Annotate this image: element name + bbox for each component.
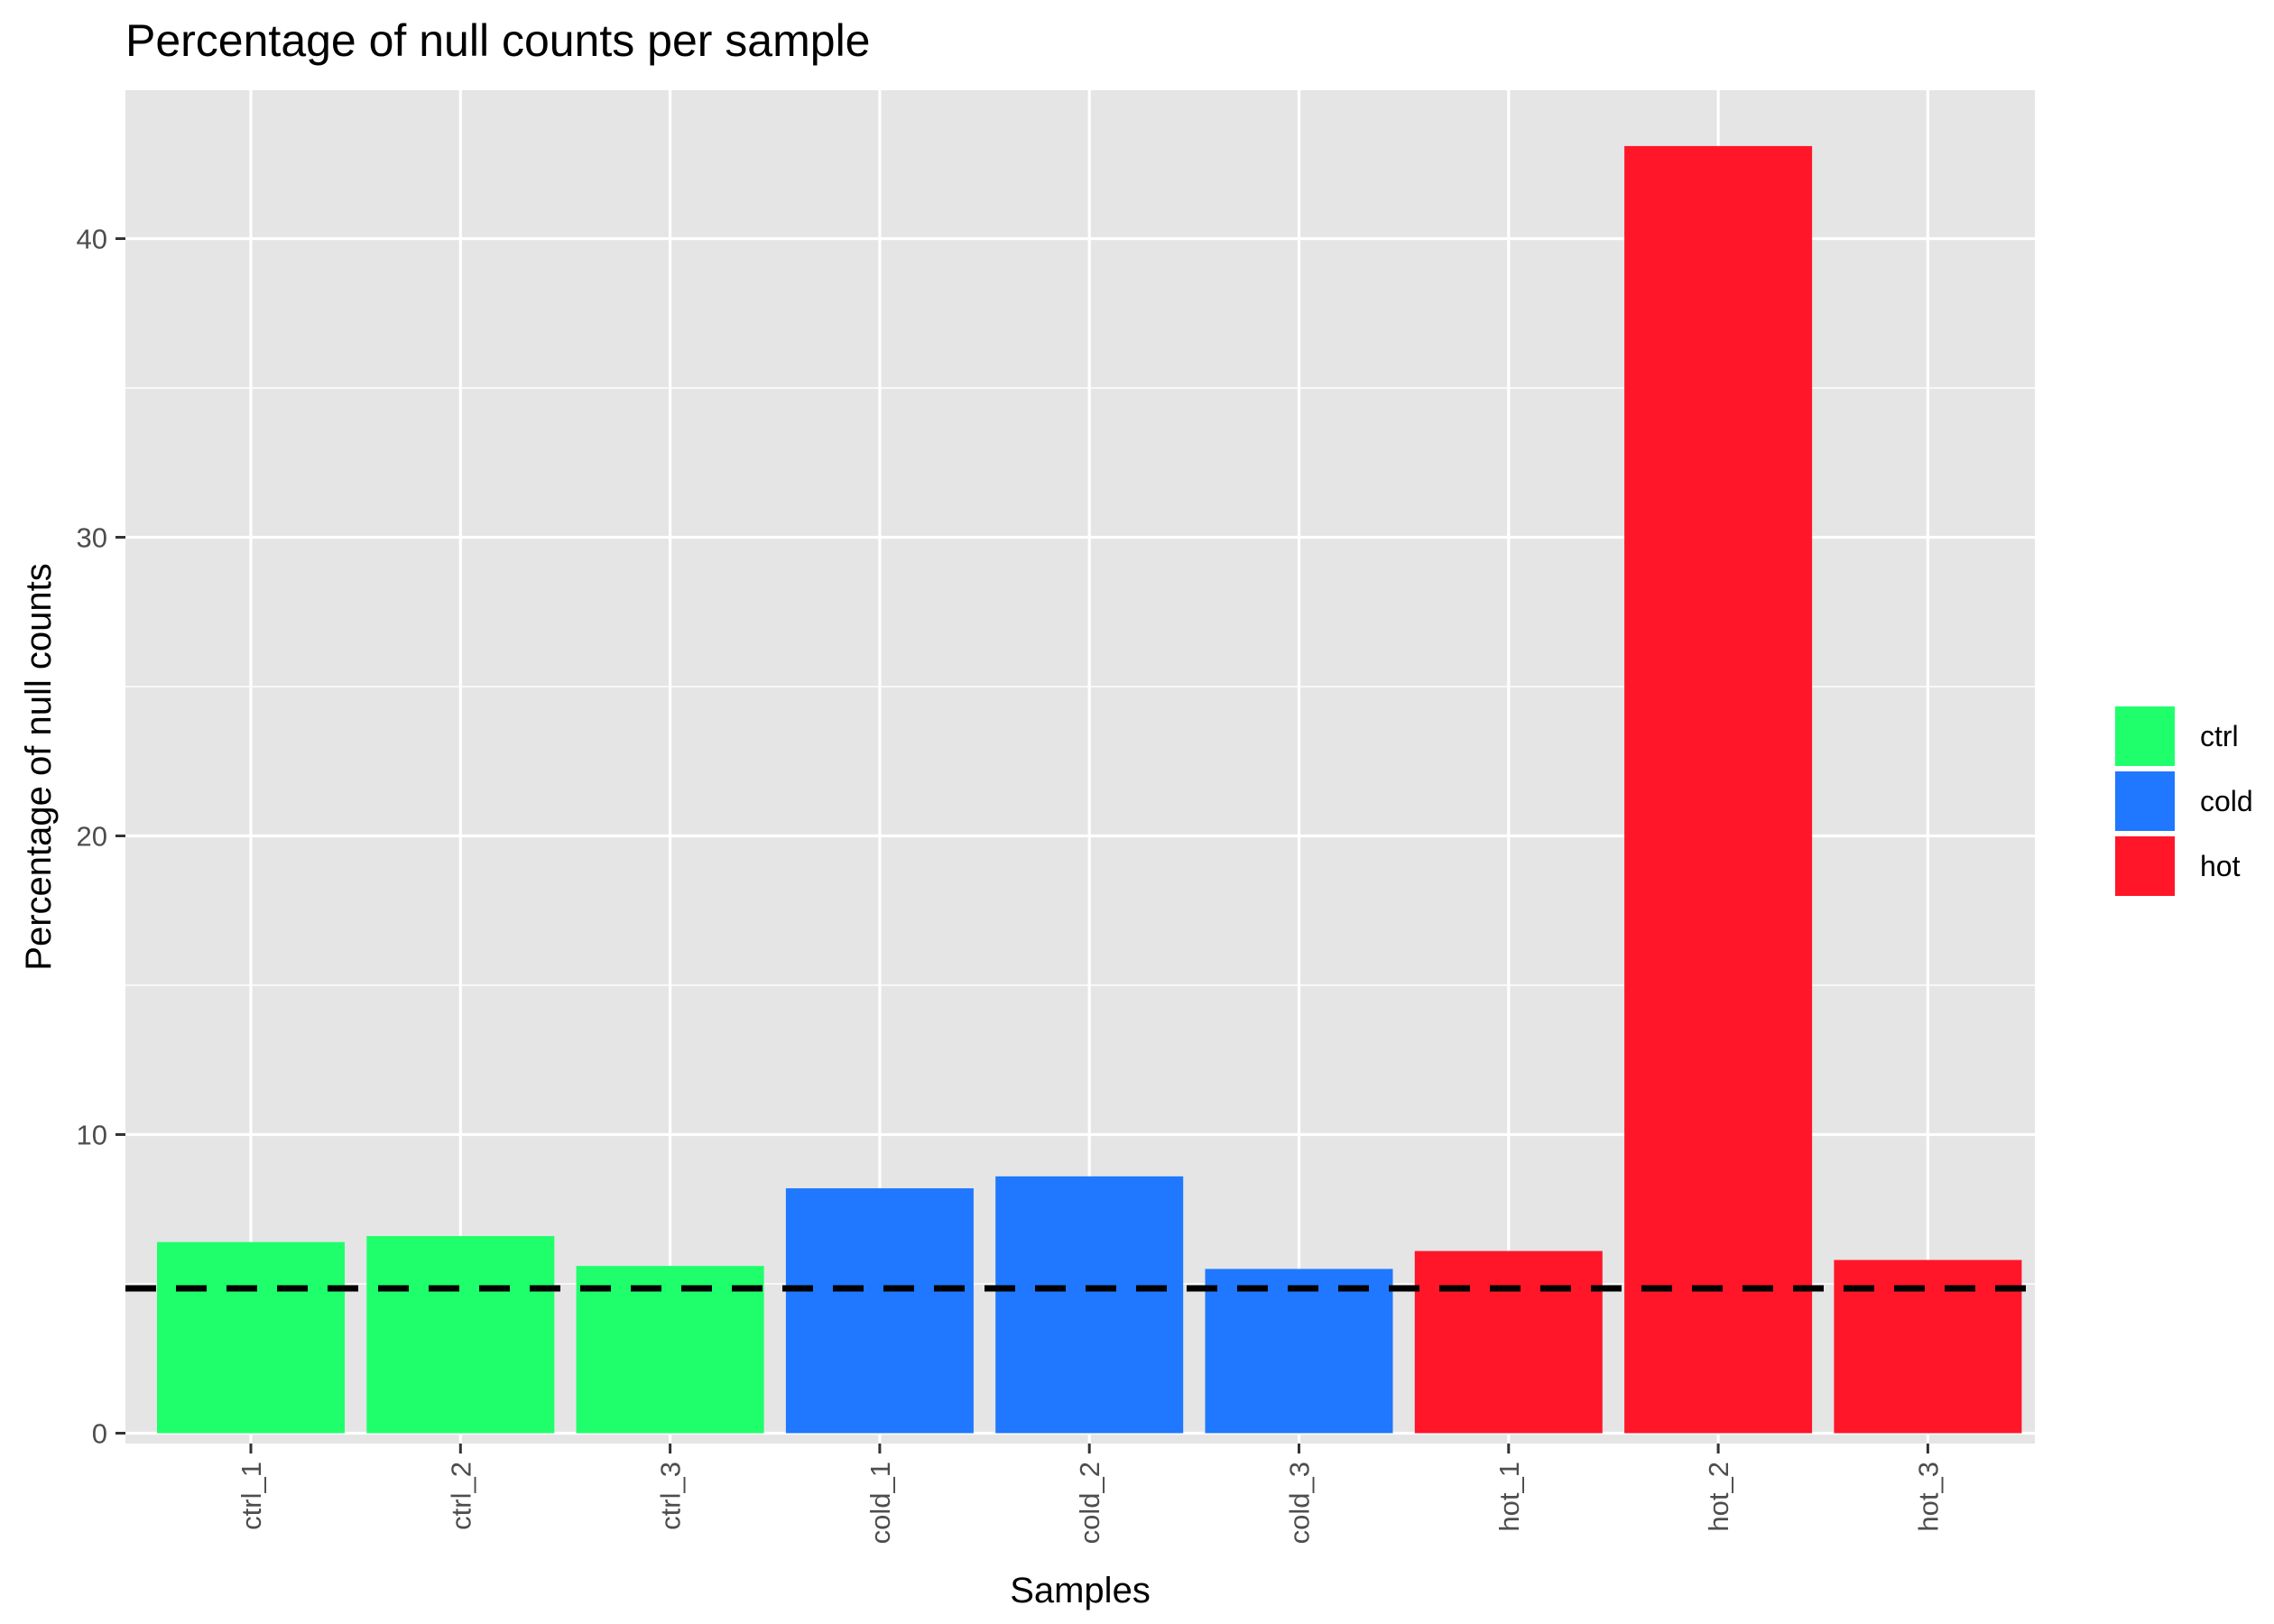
bar-hot_1 [1414, 1250, 1603, 1434]
bar-cold_3 [1205, 1269, 1393, 1434]
x-tick-label: ctrl_1 [236, 1462, 267, 1530]
x-tick-label: cold_3 [1284, 1462, 1316, 1544]
bar-ctrl_1 [157, 1241, 345, 1434]
y-tick-label: 10 [77, 1120, 107, 1151]
bar-hot_2 [1624, 145, 1813, 1434]
bar-cold_1 [785, 1188, 974, 1434]
x-tick-label: cold_1 [864, 1462, 896, 1544]
x-tick-label: hot_3 [1912, 1462, 1944, 1532]
bar-ctrl_2 [366, 1236, 555, 1434]
x-axis-title: Samples [1010, 1571, 1151, 1610]
x-tick-label: hot_1 [1493, 1462, 1525, 1532]
y-axis: 0 10 20 30 40 [77, 224, 125, 1450]
legend-key-cold [2115, 771, 2175, 831]
x-tick-label: cold_2 [1074, 1462, 1105, 1544]
legend-label-cold: cold [2200, 785, 2253, 817]
x-tick-label: hot_2 [1703, 1462, 1734, 1532]
x-tick-label: ctrl_2 [445, 1462, 476, 1530]
grid-lines [125, 90, 2035, 1444]
y-tick-label: 0 [92, 1418, 107, 1450]
chart-title: Percentage of null counts per sample [125, 15, 871, 66]
bar-ctrl_3 [576, 1266, 764, 1434]
legend-key-ctrl [2115, 706, 2175, 766]
x-axis: ctrl_1 ctrl_2 ctrl_3 cold_1 cold_2 cold_3 hot_… [236, 1444, 1944, 1544]
legend-label-hot: hot [2200, 850, 2241, 882]
bar-cold_2 [995, 1176, 1184, 1434]
legend-label-ctrl: ctrl [2200, 720, 2239, 752]
legend: ctrl cold hot [2115, 706, 2253, 896]
y-axis-title: Percentage of null counts [19, 563, 59, 970]
y-tick-label: 20 [77, 821, 107, 853]
y-tick-label: 40 [77, 224, 107, 255]
x-tick-label: ctrl_3 [655, 1462, 687, 1530]
y-tick-label: 30 [77, 522, 107, 554]
legend-key-hot [2115, 836, 2175, 896]
bars [157, 145, 2022, 1434]
